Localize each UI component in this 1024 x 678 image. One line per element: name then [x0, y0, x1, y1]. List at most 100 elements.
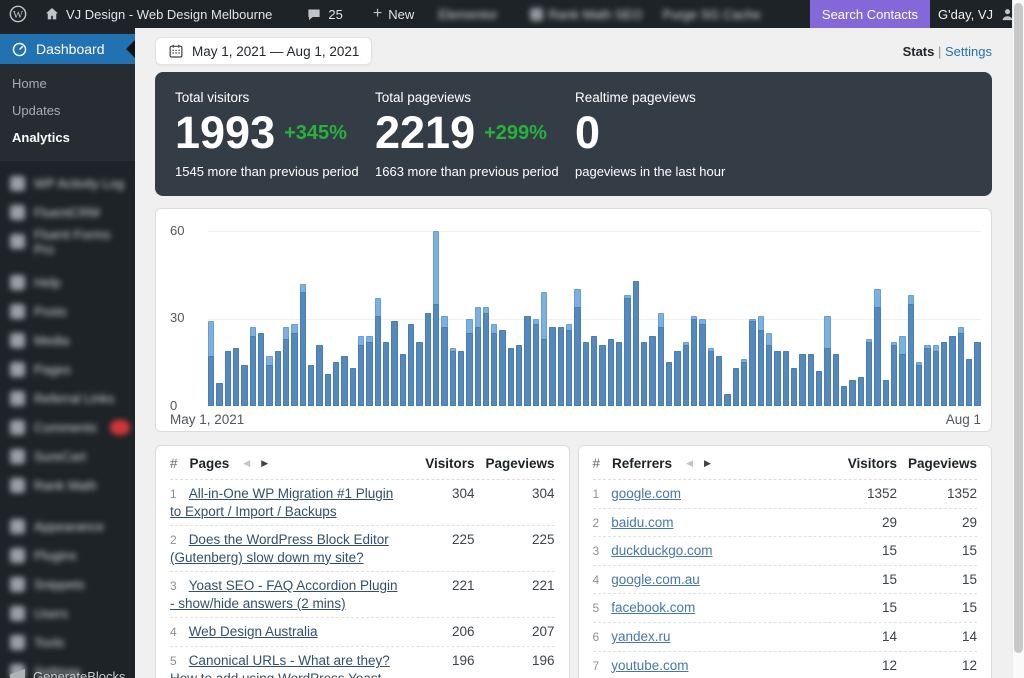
page-link[interactable]: Web Design Australia — [189, 624, 318, 639]
chart-bar[interactable] — [841, 231, 847, 406]
sidebar-item-blurred[interactable]: FluentCRM — [0, 198, 135, 227]
site-name-link[interactable]: VJ Design - Web Design Melbourne — [36, 0, 280, 28]
admin-bar-item-blurred[interactable]: Purge SG Cache — [654, 0, 768, 28]
chart-bar[interactable] — [475, 231, 481, 406]
chart-bar[interactable] — [225, 231, 231, 406]
sidebar-item-blurred[interactable]: Appearance — [0, 512, 135, 541]
chart-bar[interactable] — [275, 231, 281, 406]
chart-bar[interactable] — [591, 231, 597, 406]
chart-bar[interactable] — [674, 231, 680, 406]
chart-bar[interactable] — [400, 231, 406, 406]
chart-bar[interactable] — [533, 231, 539, 406]
chart-bar[interactable] — [608, 231, 614, 406]
chart-bar[interactable] — [466, 231, 472, 406]
sidebar-item-blurred[interactable]: SureCart — [0, 442, 135, 471]
referrer-link[interactable]: yandex.ru — [611, 629, 670, 644]
chart-bar[interactable] — [599, 231, 605, 406]
chart-bar[interactable] — [541, 231, 547, 406]
chart-bar[interactable] — [233, 231, 239, 406]
chart-bar[interactable] — [450, 231, 456, 406]
chart-bar[interactable] — [866, 231, 872, 406]
chart-bar[interactable] — [408, 231, 414, 406]
chart-bar[interactable] — [616, 231, 622, 406]
admin-bar-item-blurred[interactable]: Rank Math SEO — [522, 0, 651, 28]
chart-bar[interactable] — [258, 231, 264, 406]
chart-bar[interactable] — [549, 231, 555, 406]
chart-bar[interactable] — [816, 231, 822, 406]
chart-bar[interactable] — [316, 231, 322, 406]
chart-bar[interactable] — [566, 231, 572, 406]
sidebar-item-blurred[interactable]: Referral Links — [0, 384, 135, 413]
chart-bar[interactable] — [391, 231, 397, 406]
chart-bar[interactable] — [941, 231, 947, 406]
chart-bar[interactable] — [300, 231, 306, 406]
referrer-link[interactable]: facebook.com — [611, 600, 695, 615]
chart-bar[interactable] — [833, 231, 839, 406]
comments-menu[interactable]: 25 — [298, 0, 350, 28]
chart-bar[interactable] — [441, 231, 447, 406]
chart-bar[interactable] — [949, 231, 955, 406]
new-menu[interactable]: + New — [365, 0, 422, 28]
referrer-link[interactable]: baidu.com — [611, 515, 673, 530]
chart-bar[interactable] — [733, 231, 739, 406]
chart-bar[interactable] — [899, 231, 905, 406]
chart-bar[interactable] — [749, 231, 755, 406]
chart-bar[interactable] — [483, 231, 489, 406]
chart-bar[interactable] — [891, 231, 897, 406]
scrollbar-track[interactable] — [1012, 0, 1024, 678]
sidebar-item-blurred[interactable]: WP Activity Log — [0, 169, 135, 198]
chart-bar[interactable] — [291, 231, 297, 406]
chart-bar[interactable] — [366, 231, 372, 406]
chart-bar[interactable] — [216, 231, 222, 406]
sidebar-item-updates[interactable]: Updates — [0, 97, 135, 124]
prev-page-icon[interactable]: ◀ — [243, 458, 250, 469]
chart-bar[interactable] — [524, 231, 530, 406]
chart-bar[interactable] — [583, 231, 589, 406]
sidebar-item-blurred[interactable]: Snippets — [0, 570, 135, 599]
chart-bar[interactable] — [741, 231, 747, 406]
chart-bar[interactable] — [716, 231, 722, 406]
chart-bar[interactable] — [333, 231, 339, 406]
prev-page-icon[interactable]: ◀ — [686, 458, 693, 469]
chart-bar[interactable] — [958, 231, 964, 406]
referrer-link[interactable]: duckduckgo.com — [611, 543, 712, 558]
sidebar-item-generateblocks[interactable]: GenerateBlocks — [0, 662, 135, 678]
chart-bar[interactable] — [924, 231, 930, 406]
chart-bar[interactable] — [808, 231, 814, 406]
search-contacts-button[interactable]: Search Contacts — [810, 0, 930, 28]
chart-bar[interactable] — [375, 231, 381, 406]
chart-bar[interactable] — [491, 231, 497, 406]
chart-bar[interactable] — [974, 231, 980, 406]
chart-bar[interactable] — [858, 231, 864, 406]
chart-bar[interactable] — [633, 231, 639, 406]
chart-bar[interactable] — [666, 231, 672, 406]
sidebar-item-blurred[interactable]: Pages — [0, 355, 135, 384]
chart-bar[interactable] — [574, 231, 580, 406]
chart-bar[interactable] — [933, 231, 939, 406]
page-link[interactable]: All-in-One WP Migration #1 Plugin to Exp… — [170, 486, 393, 519]
sidebar-item-blurred[interactable]: Posts — [0, 297, 135, 326]
sidebar-item-analytics[interactable]: Analytics — [0, 124, 135, 151]
chart-bar[interactable] — [433, 231, 439, 406]
chart-bar[interactable] — [883, 231, 889, 406]
chart-bar[interactable] — [283, 231, 289, 406]
referrer-link[interactable]: youtube.com — [611, 658, 688, 673]
chart-bar[interactable] — [641, 231, 647, 406]
chart-bar[interactable] — [874, 231, 880, 406]
sidebar-item-blurred[interactable]: Comments — [0, 413, 135, 442]
my-account-menu[interactable]: G'day, VJ — [930, 0, 1024, 28]
chart-bar[interactable] — [383, 231, 389, 406]
chart-bar[interactable] — [966, 231, 972, 406]
sidebar-item-blurred[interactable]: Rank Math — [0, 471, 135, 500]
chart-bar[interactable] — [516, 231, 522, 406]
tab-settings[interactable]: Settings — [945, 44, 992, 59]
chart-bar[interactable] — [558, 231, 564, 406]
chart-bar[interactable] — [499, 231, 505, 406]
chart-bar[interactable] — [416, 231, 422, 406]
page-link[interactable]: Canonical URLs - What are they? How to a… — [170, 653, 390, 678]
chart-bar[interactable] — [250, 231, 256, 406]
chart-bar[interactable] — [683, 231, 689, 406]
chart-bar[interactable] — [458, 231, 464, 406]
page-link[interactable]: Yoast SEO - FAQ Accordion Plugin - show/… — [170, 578, 398, 611]
chart-bar[interactable] — [916, 231, 922, 406]
